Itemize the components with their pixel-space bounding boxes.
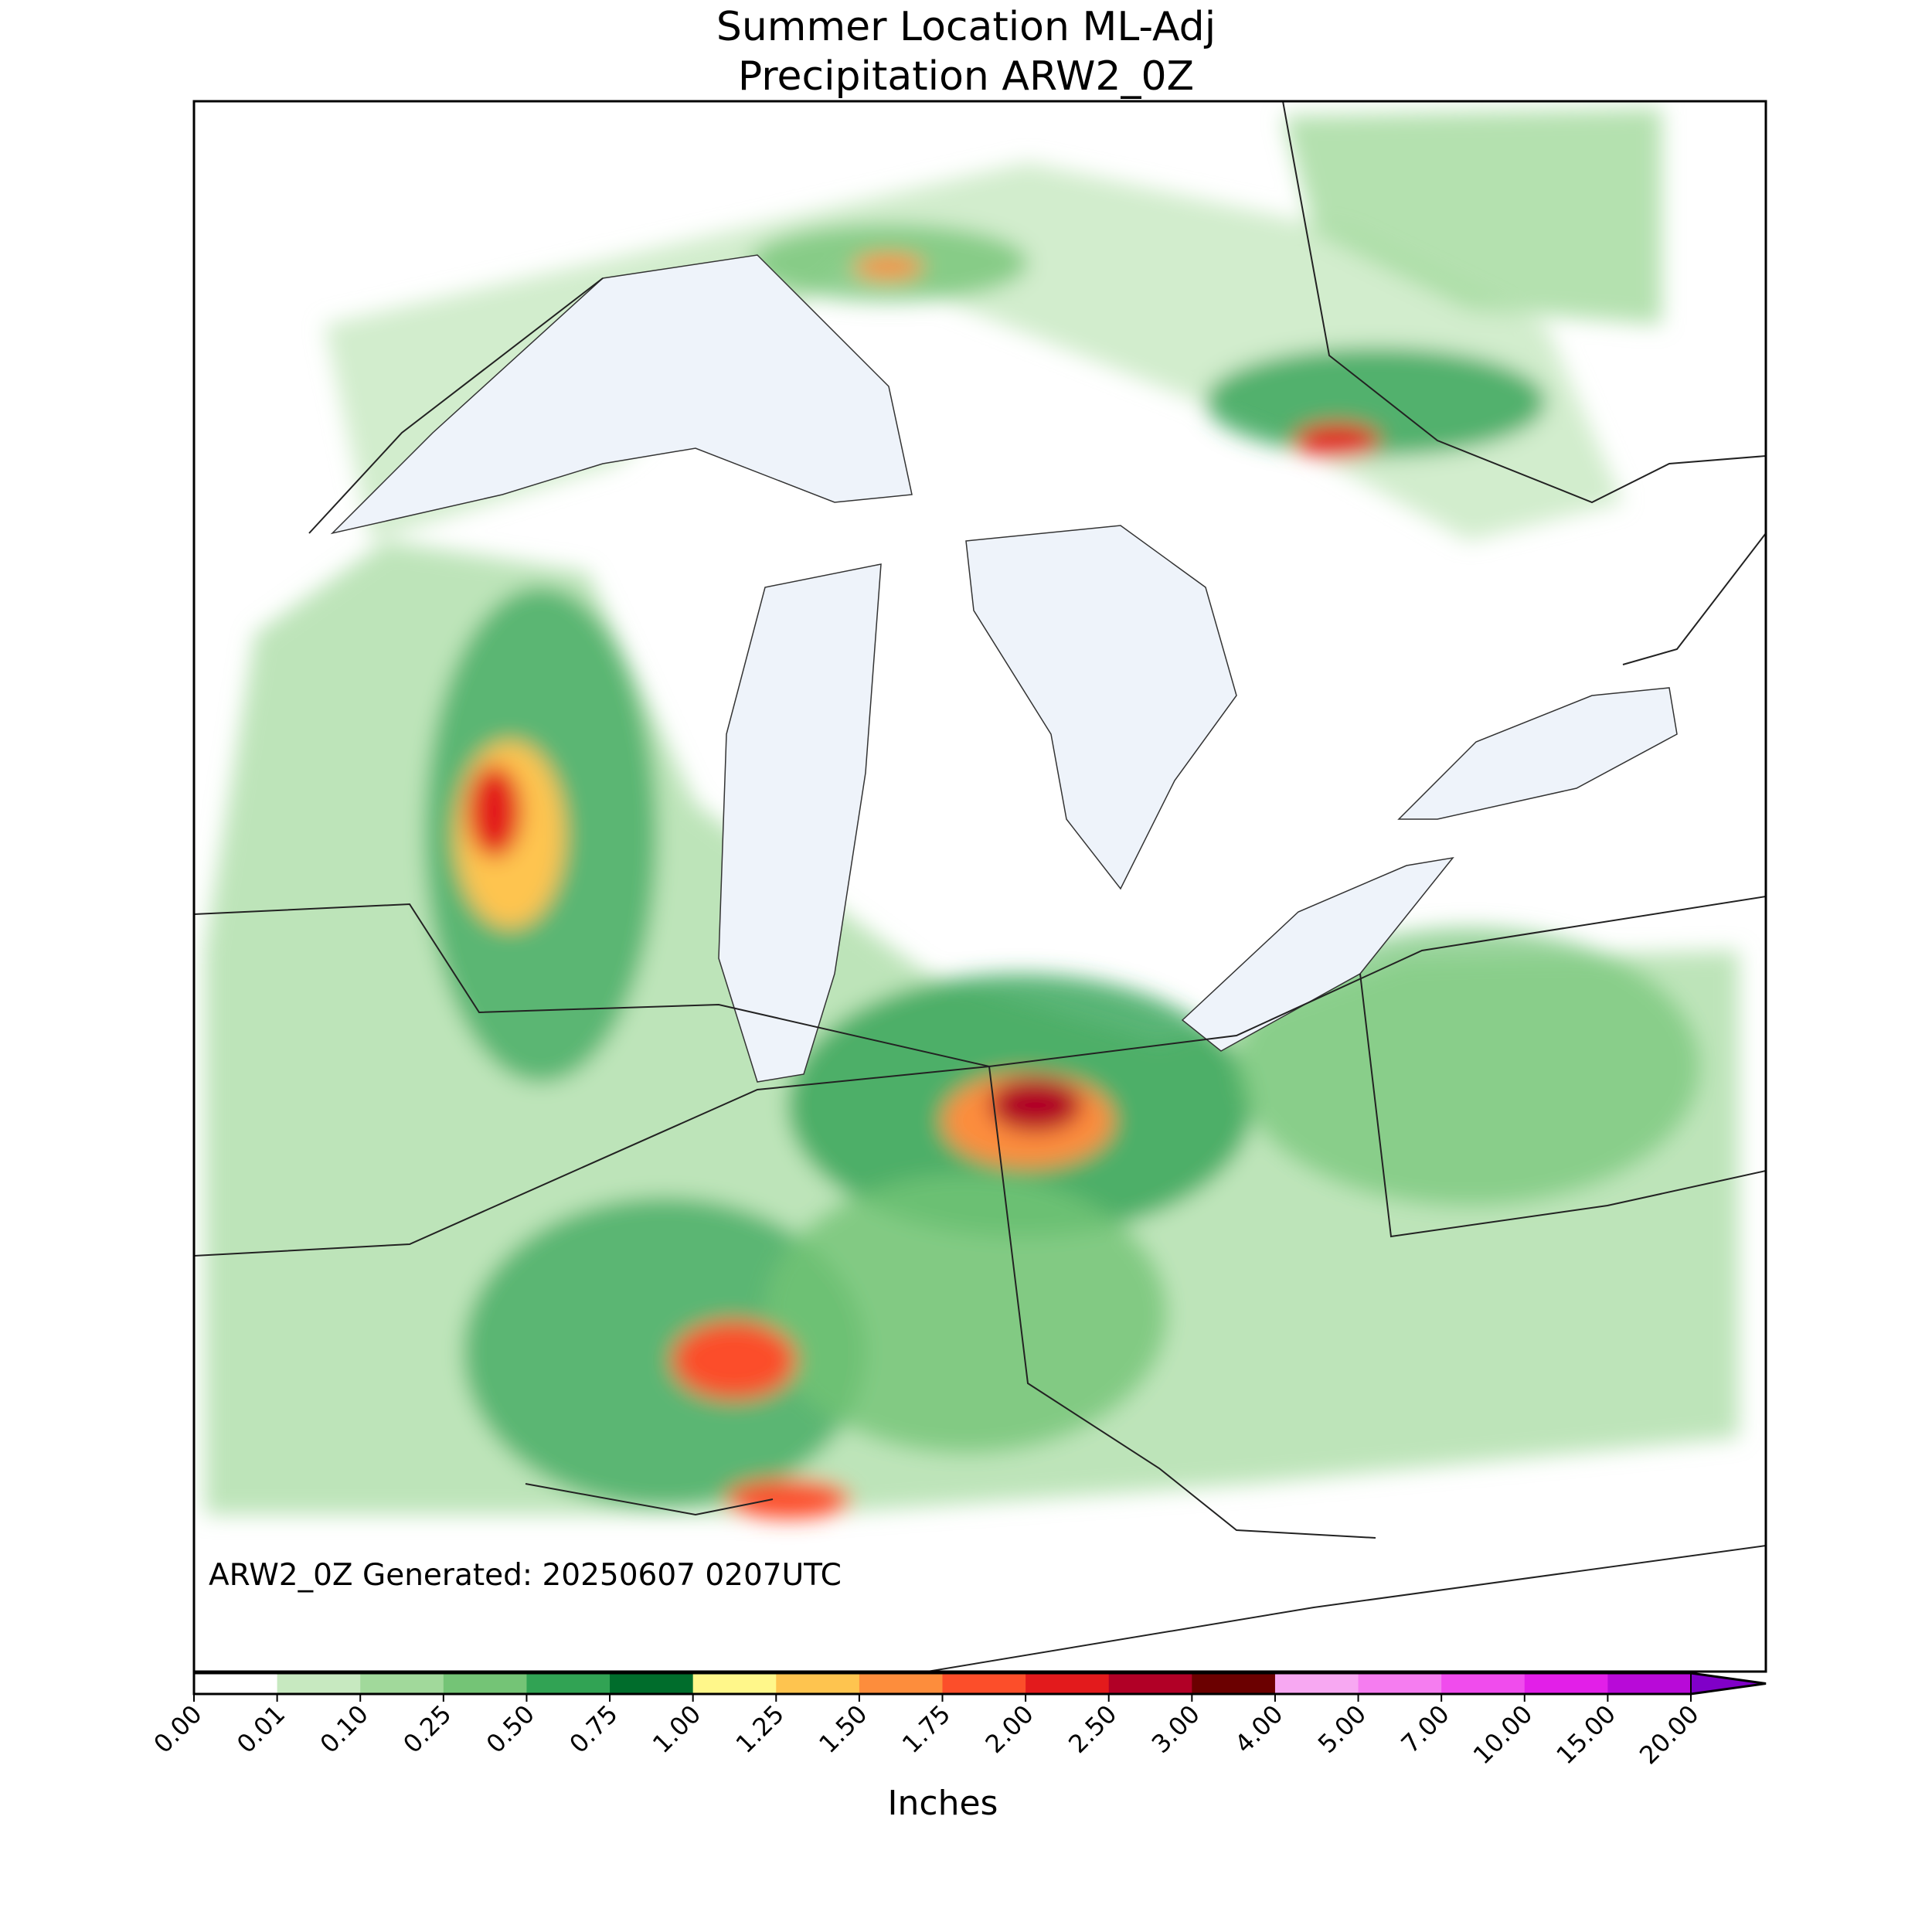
colorbar-segment: [1108, 1673, 1192, 1694]
colorbar-tick-label: 0.25: [397, 1699, 457, 1759]
colorbar-label: Inches: [888, 1784, 998, 1823]
colorbar-segment: [859, 1673, 943, 1694]
colorbar-segment: [776, 1673, 860, 1694]
colorbar-tick-label: 15.00: [1550, 1699, 1621, 1770]
colorbar-tick-label: 7.00: [1396, 1699, 1455, 1759]
colorbar-segment: [1026, 1673, 1110, 1694]
colorbar-tick-label: 4.00: [1229, 1699, 1288, 1759]
colorbar-segment: [277, 1673, 361, 1694]
colorbar-tick-label: 1.25: [730, 1699, 790, 1759]
colorbar-tick-label: 20.00: [1634, 1699, 1705, 1770]
colorbar-tick-label: 0.50: [481, 1699, 540, 1759]
colorbar-tick-label: 0.01: [231, 1699, 291, 1759]
map-frame: [192, 100, 1767, 1673]
colorbar-segment: [1441, 1673, 1526, 1694]
colorbar-tick-label: 5.00: [1312, 1699, 1372, 1759]
colorbar-tick-label: 1.75: [896, 1699, 956, 1759]
colorbar-segment: [1607, 1673, 1692, 1694]
colorbar-segment: [610, 1673, 694, 1694]
title-line-2: Precipitation ARW2_0Z: [738, 53, 1194, 100]
colorbar-segment: [1358, 1673, 1442, 1694]
colorbar-tick-label: 0.10: [315, 1699, 374, 1759]
colorbar-tick-label: 3.00: [1146, 1699, 1206, 1759]
colorbar-tick-label: 0.75: [563, 1699, 623, 1759]
colorbar-segment: [443, 1673, 527, 1694]
colorbar-segment: [692, 1673, 777, 1694]
colorbar-segment: [1524, 1673, 1608, 1694]
colorbar-segment: [526, 1673, 611, 1694]
map: [194, 101, 1766, 1672]
colorbar-segment: [942, 1673, 1026, 1694]
colorbar-extend: [1690, 1672, 1767, 1696]
colorbar-segment: [194, 1673, 278, 1694]
colorbar-segment: [1274, 1673, 1359, 1694]
borders: [194, 101, 1766, 1672]
colorbar-tick-label: 1.50: [813, 1699, 872, 1759]
colorbar-tick-label: 1.00: [647, 1699, 706, 1759]
annotation: ARW2_0Z Generated: 20250607 0207UTC: [209, 1558, 842, 1593]
colorbar-tick-label: 2.00: [980, 1699, 1039, 1759]
colorbar: 0.00 0.01 0.10 0.25 0.50 0.75 1.00 1.25 1.50 1.75…: [148, 1672, 1767, 1770]
lakes: [330, 254, 1678, 1083]
colorbar-segment: [1192, 1673, 1276, 1694]
colorbar-tick-label: 2.50: [1063, 1699, 1122, 1759]
colorbar-tick-label: 10.00: [1468, 1699, 1539, 1770]
colorbar-tick-label: 0.00: [148, 1699, 207, 1759]
precipitation-field: [205, 108, 1739, 1519]
title-line-1: Summer Location ML-Adj: [716, 4, 1216, 50]
colorbar-segment: [360, 1673, 444, 1694]
colorbar-outline: [192, 1672, 1767, 1696]
